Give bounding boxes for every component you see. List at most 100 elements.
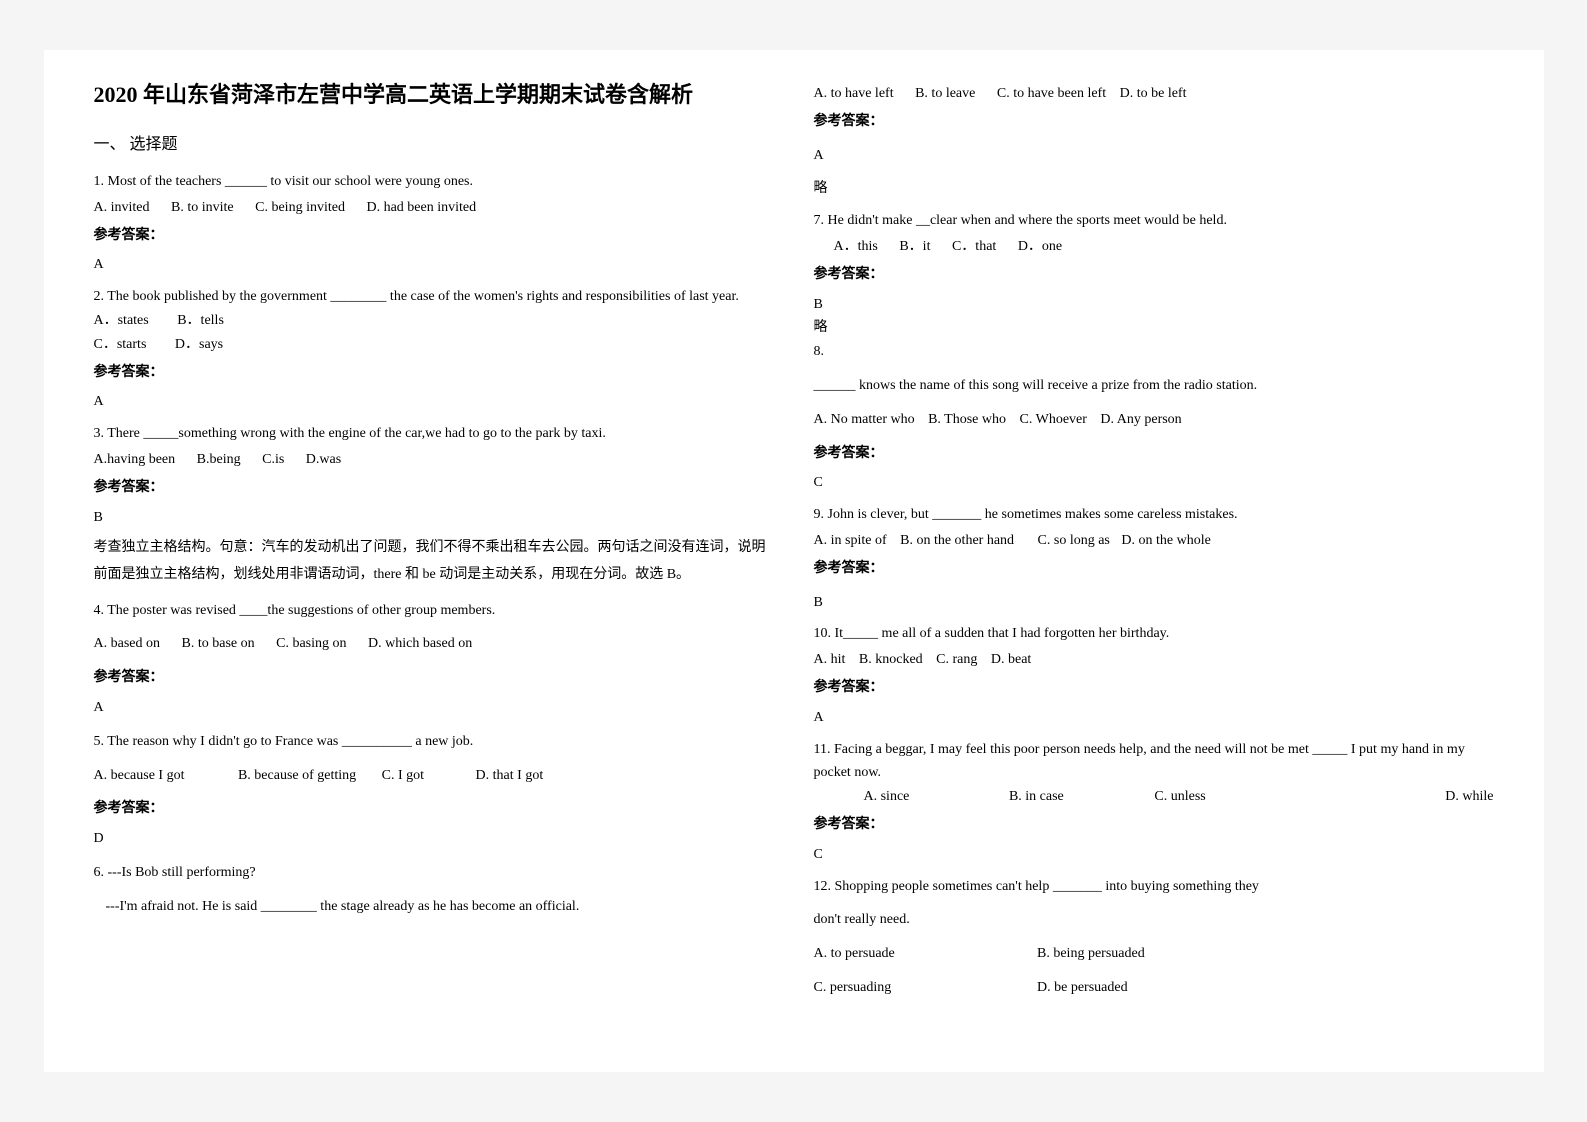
q10-opt-c: C. rang [936,652,977,667]
q8-opt-d: D. Any person [1100,412,1181,427]
question-10-options: A. hit B. knocked C. rang D. beat [814,648,1494,672]
q9-opt-b: B. on the other hand [900,533,1014,548]
question-2: 2. The book published by the government … [94,285,774,309]
q8-opt-b: B. Those who [928,412,1006,427]
q1-opt-b: B. to invite [171,200,234,215]
question-3: 3. There _____something wrong with the e… [94,422,774,446]
q4-opt-a: A. based on [94,636,161,651]
q10-answer: A [814,706,1494,730]
q9-answer: B [814,591,1494,615]
question-6-line2: ---I'm afraid not. He is said ________ t… [94,895,774,919]
q7-answer: B [814,293,1494,317]
q10-ref-label: 参考答案： [814,676,1494,700]
question-12-line2: don't really need. [814,908,1494,932]
q8-opt-c: C. Whoever [1020,412,1087,427]
q8-opt-a: A. No matter who [814,412,915,427]
q7-opt-b: B．it [899,239,930,254]
q4-opt-b: B. to base on [182,636,255,651]
q2-opt-b: B．tells [177,313,224,328]
q2-opt-c: C．starts [94,337,147,352]
q6-opt-a: A. to have left [814,86,894,101]
question-9: 9. John is clever, but _______ he someti… [814,503,1494,527]
q3-opt-d: D.was [306,452,341,467]
q5-answer: D [94,827,774,851]
right-column: A. to have left B. to leave C. to have b… [814,80,1494,1042]
question-5: 5. The reason why I didn't go to France … [94,730,774,754]
q6-omit: 略 [814,177,1494,201]
question-8-num: 8. [814,340,1494,364]
q7-omit: 略 [814,316,1494,340]
q11-opt-a: A. since [864,785,1009,809]
q12-opt-c: C. persuading [814,976,974,1000]
question-5-options: A. because I got B. because of getting C… [94,764,774,788]
q2-opt-d: D．says [175,337,223,352]
q1-opt-d: D. had been invited [366,200,476,215]
question-7-options: A．this B．it C．that D．one [814,235,1494,259]
q3-opt-a: A.having been [94,452,176,467]
q9-opt-c: C. so long as [1038,533,1110,548]
q1-opt-a: A. invited [94,200,150,215]
question-4: 4. The poster was revised ____the sugges… [94,599,774,623]
q6-answer: A [814,144,1494,168]
question-9-options: A. in spite of B. on the other hand C. s… [814,529,1494,553]
q11-ref-label: 参考答案： [814,813,1494,837]
q5-ref-label: 参考答案： [94,797,774,821]
q2-answer: A [94,390,774,414]
q4-ref-label: 参考答案： [94,666,774,690]
question-6-line1: 6. ---Is Bob still performing? [94,861,774,885]
question-3-options: A.having been B.being C.is D.was [94,448,774,472]
q12-opt-d: D. be persuaded [1037,976,1128,1000]
q3-opt-b: B.being [197,452,241,467]
q6-ref-label: 参考答案： [814,110,1494,134]
q3-opt-c: C.is [262,452,284,467]
q5-opt-d: D. that I got [476,768,544,783]
q7-opt-c: C．that [952,239,996,254]
q4-opt-c: C. basing on [276,636,346,651]
document-title: 2020 年山东省菏泽市左营中学高二英语上学期期末试卷含解析 [94,80,774,111]
q12-opt-b: B. being persuaded [1037,942,1145,966]
q2-ref-label: 参考答案： [94,361,774,385]
q7-opt-d: D．one [1018,239,1062,254]
q11-opt-b: B. in case [1009,785,1154,809]
q4-answer: A [94,696,774,720]
q11-opt-d: D. while [1445,785,1493,809]
q4-opt-d: D. which based on [368,636,472,651]
question-6-options: A. to have left B. to leave C. to have b… [814,82,1494,106]
q5-opt-a: A. because I got [94,768,185,783]
q3-explanation: 考查独立主格结构。句意：汽车的发动机出了问题，我们不得不乘出租车去公园。两句话之… [94,535,774,588]
question-12-options: A. to persuade B. being persuaded C. per… [814,942,1494,1000]
question-8: ______ knows the name of this song will … [814,374,1494,398]
q1-answer: A [94,253,774,277]
question-4-options: A. based on B. to base on C. basing on D… [94,632,774,656]
question-12-line1: 12. Shopping people sometimes can't help… [814,875,1494,899]
left-column: 2020 年山东省菏泽市左营中学高二英语上学期期末试卷含解析 一、 选择题 1.… [94,80,774,1042]
question-2-options: A．states B．tells C．starts D．says [94,309,774,357]
section-heading: 一、 选择题 [94,131,774,158]
q3-ref-label: 参考答案： [94,476,774,500]
q5-opt-b: B. because of getting [238,768,356,783]
q12-opt-a: A. to persuade [814,942,974,966]
page: 2020 年山东省菏泽市左营中学高二英语上学期期末试卷含解析 一、 选择题 1.… [44,50,1544,1072]
q8-answer: C [814,471,1494,495]
q6-opt-d: D. to be left [1120,86,1187,101]
question-1-options: A. invited B. to invite C. being invited… [94,196,774,220]
q2-opt-a: A．states [94,313,149,328]
q1-ref-label: 参考答案： [94,224,774,248]
question-1: 1. Most of the teachers ______ to visit … [94,170,774,194]
q7-ref-label: 参考答案： [814,263,1494,287]
question-10: 10. It_____ me all of a sudden that I ha… [814,622,1494,646]
q1-opt-c: C. being invited [255,200,345,215]
q10-opt-b: B. knocked [859,652,923,667]
question-7: 7. He didn't make __clear when and where… [814,209,1494,233]
question-11: 11. Facing a beggar, I may feel this poo… [814,738,1494,786]
q9-ref-label: 参考答案： [814,557,1494,581]
question-11-options: A. since B. in case C. unless D. while [814,785,1494,809]
q7-opt-a: A．this [834,239,878,254]
q8-ref-label: 参考答案： [814,442,1494,466]
q11-answer: C [814,843,1494,867]
q9-opt-a: A. in spite of [814,533,887,548]
q11-opt-c: C. unless [1154,785,1445,809]
q6-opt-c: C. to have been left [997,86,1106,101]
q5-opt-c: C. I got [382,768,424,783]
q10-opt-d: D. beat [991,652,1031,667]
